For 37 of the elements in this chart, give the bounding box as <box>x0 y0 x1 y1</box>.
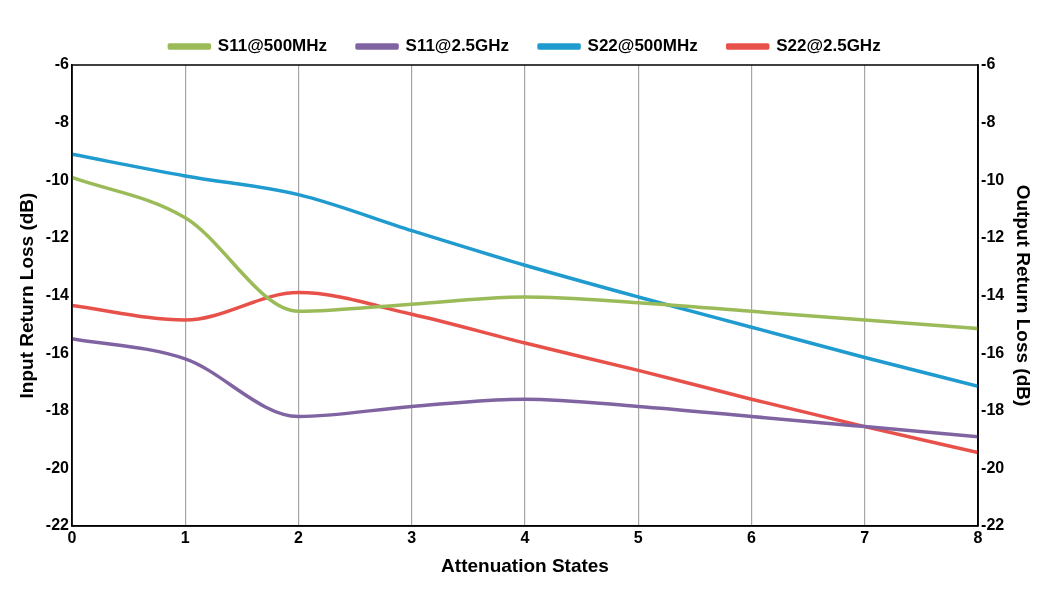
y-axis-title: Input Return Loss (dB) <box>15 192 37 399</box>
x-tick-label: 1 <box>180 529 190 547</box>
legend-label: S22@500MHz <box>587 36 698 56</box>
line-series <box>71 175 979 331</box>
y2-tick-label: -12 <box>981 228 1005 246</box>
x-axis-title: Attenuation States <box>441 554 609 576</box>
line-series <box>71 290 979 455</box>
x-tick-label: 6 <box>747 529 757 547</box>
legend-label: S11@2.5GHz <box>405 36 510 56</box>
x-tick-label: 8 <box>973 529 983 547</box>
x-tick-label: 3 <box>407 529 417 547</box>
y2-tick-label: -16 <box>981 343 1005 361</box>
y-tick-label: -14 <box>45 285 70 303</box>
y-tick-label: -20 <box>45 458 70 476</box>
y2-tick-label: -14 <box>981 285 1005 303</box>
x-tick-label: 2 <box>294 529 304 547</box>
y2-tick-label: -6 <box>981 55 996 73</box>
line-series <box>71 336 979 439</box>
legend-label: S11@500MHz <box>217 36 328 56</box>
x-tick-label: 0 <box>67 529 77 547</box>
x-tick-label: 7 <box>860 529 870 547</box>
x-tick-label: 4 <box>520 529 530 547</box>
y2-tick-label: -8 <box>981 113 996 131</box>
y2-tick-label: -22 <box>981 516 1005 534</box>
legend-label: S22@2.5GHz <box>776 36 881 56</box>
y-tick-label: -18 <box>45 401 70 419</box>
y-tick-label: -12 <box>45 228 70 246</box>
y2-tick-label: -20 <box>981 458 1005 476</box>
y2-tick-label: -18 <box>981 401 1005 419</box>
y-tick-label: -8 <box>54 113 70 131</box>
line-series <box>71 152 979 389</box>
y-tick-label: -16 <box>45 343 70 361</box>
y2-axis-title: Output Return Loss (dB) <box>1013 184 1035 407</box>
x-tick-label: 5 <box>633 529 643 547</box>
y-tick-label: -6 <box>54 55 70 73</box>
y2-tick-label: -10 <box>981 170 1005 188</box>
y-tick-label: -10 <box>45 170 70 188</box>
